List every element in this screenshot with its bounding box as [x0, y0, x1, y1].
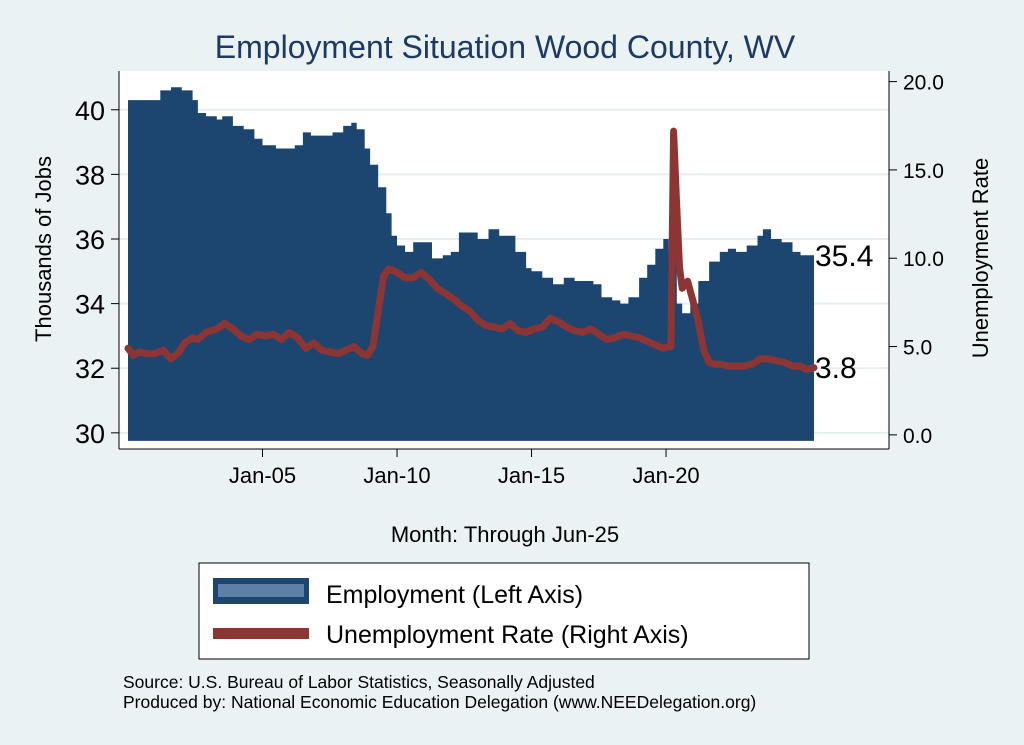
x-tick-label-0: Jan-05	[229, 463, 296, 488]
left-tick-label-4: 38	[75, 160, 105, 190]
unemployment-end-label: 3.8	[815, 352, 857, 385]
employment-chart: Employment Situation Wood County, WV 303…	[31, 29, 993, 660]
legend-label-unemployment: Unemployment Rate (Right Axis)	[326, 621, 689, 649]
legend: Employment (Left Axis) Unemployment Rate…	[198, 562, 810, 660]
right-axis-label: Unemployment Rate	[968, 158, 993, 359]
legend-item-unemployment: Unemployment Rate (Right Axis)	[213, 621, 689, 649]
x-axis-ticks: Jan-05 Jan-10 Jan-15 Jan-20	[229, 449, 700, 488]
right-tick-label-3: 15.0	[903, 160, 944, 183]
employment-area	[128, 87, 814, 441]
legend-swatch-employment-inner	[218, 584, 304, 597]
x-tick-label-3: Jan-20	[632, 463, 699, 488]
legend-item-employment: Employment (Left Axis)	[213, 578, 583, 609]
x-tick-label-2: Jan-15	[498, 463, 565, 488]
right-tick-label-1: 5.0	[903, 337, 932, 360]
employment-end-label: 35.4	[815, 240, 873, 273]
right-tick-label-0: 0.0	[903, 425, 932, 448]
left-tick-label-3: 36	[75, 225, 105, 255]
legend-label-employment: Employment (Left Axis)	[326, 581, 583, 609]
chart-title: Employment Situation Wood County, WV	[215, 29, 796, 65]
producer-note: Produced by: National Economic Education…	[123, 692, 757, 712]
x-axis-label: Month: Through Jun-25	[391, 522, 619, 547]
x-tick-label-1: Jan-10	[363, 463, 430, 488]
left-axis-ticks: 30 32 34 36 38 40	[75, 96, 119, 449]
left-tick-label-1: 32	[75, 354, 105, 384]
right-tick-label-2: 10.0	[903, 248, 944, 271]
left-axis-label: Thousands of Jobs	[31, 156, 56, 342]
legend-swatch-unemployment	[213, 628, 309, 639]
right-axis-ticks: 0.0 5.0 10.0 15.0 20.0	[889, 72, 944, 448]
source-note: Source: U.S. Bureau of Labor Statistics,…	[123, 672, 595, 692]
unemployment-line	[124, 127, 818, 373]
left-tick-label-5: 40	[75, 96, 105, 126]
left-tick-label-2: 34	[75, 290, 105, 320]
right-tick-label-4: 20.0	[903, 72, 944, 95]
left-tick-label-0: 30	[75, 419, 105, 449]
